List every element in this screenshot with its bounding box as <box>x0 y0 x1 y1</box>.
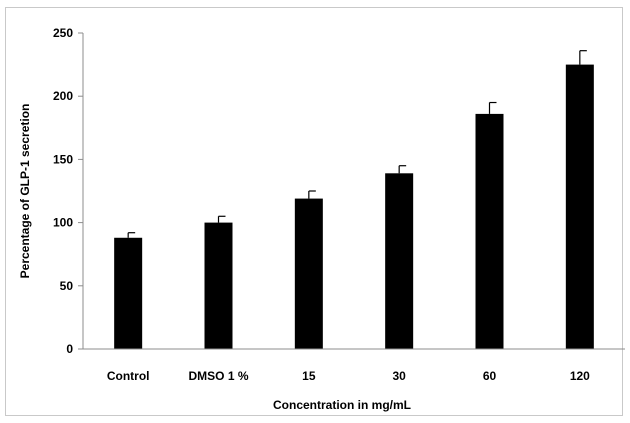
error-bars <box>127 50 587 238</box>
x-tick-label: 30 <box>392 369 406 383</box>
y-tick-label: 200 <box>53 89 73 103</box>
y-axis-ticks: 0 50 100 150 200 250 <box>53 26 83 356</box>
error-bar <box>308 190 316 199</box>
x-tick-label: 15 <box>302 369 316 383</box>
x-axis-labels: Control DMSO 1 % 15 30 60 120 <box>107 369 590 383</box>
bars <box>114 64 594 350</box>
y-tick-label: 50 <box>60 279 74 293</box>
error-bar <box>488 101 497 114</box>
bar <box>385 173 414 349</box>
x-tick-label: 120 <box>570 369 590 383</box>
error-bar <box>127 232 136 238</box>
x-tick-label: DMSO 1 % <box>188 369 248 383</box>
bar <box>114 237 143 349</box>
y-tick-label: 100 <box>53 216 73 230</box>
bar <box>565 64 594 349</box>
y-tick-label: 0 <box>66 342 73 356</box>
y-tick-label: 150 <box>53 152 73 166</box>
error-bar <box>579 50 587 65</box>
y-axis-title: Percentage of GLP-1 secretion <box>18 104 32 279</box>
bar <box>294 198 323 349</box>
bar <box>204 222 233 349</box>
error-bar <box>217 215 226 223</box>
x-axis-title: Concentration in mg/mL <box>273 398 411 412</box>
bar <box>475 113 504 350</box>
x-tick-label: Control <box>107 369 150 383</box>
y-tick-label: 250 <box>53 26 73 40</box>
error-bar <box>398 165 407 174</box>
x-tick-label: 60 <box>483 369 497 383</box>
